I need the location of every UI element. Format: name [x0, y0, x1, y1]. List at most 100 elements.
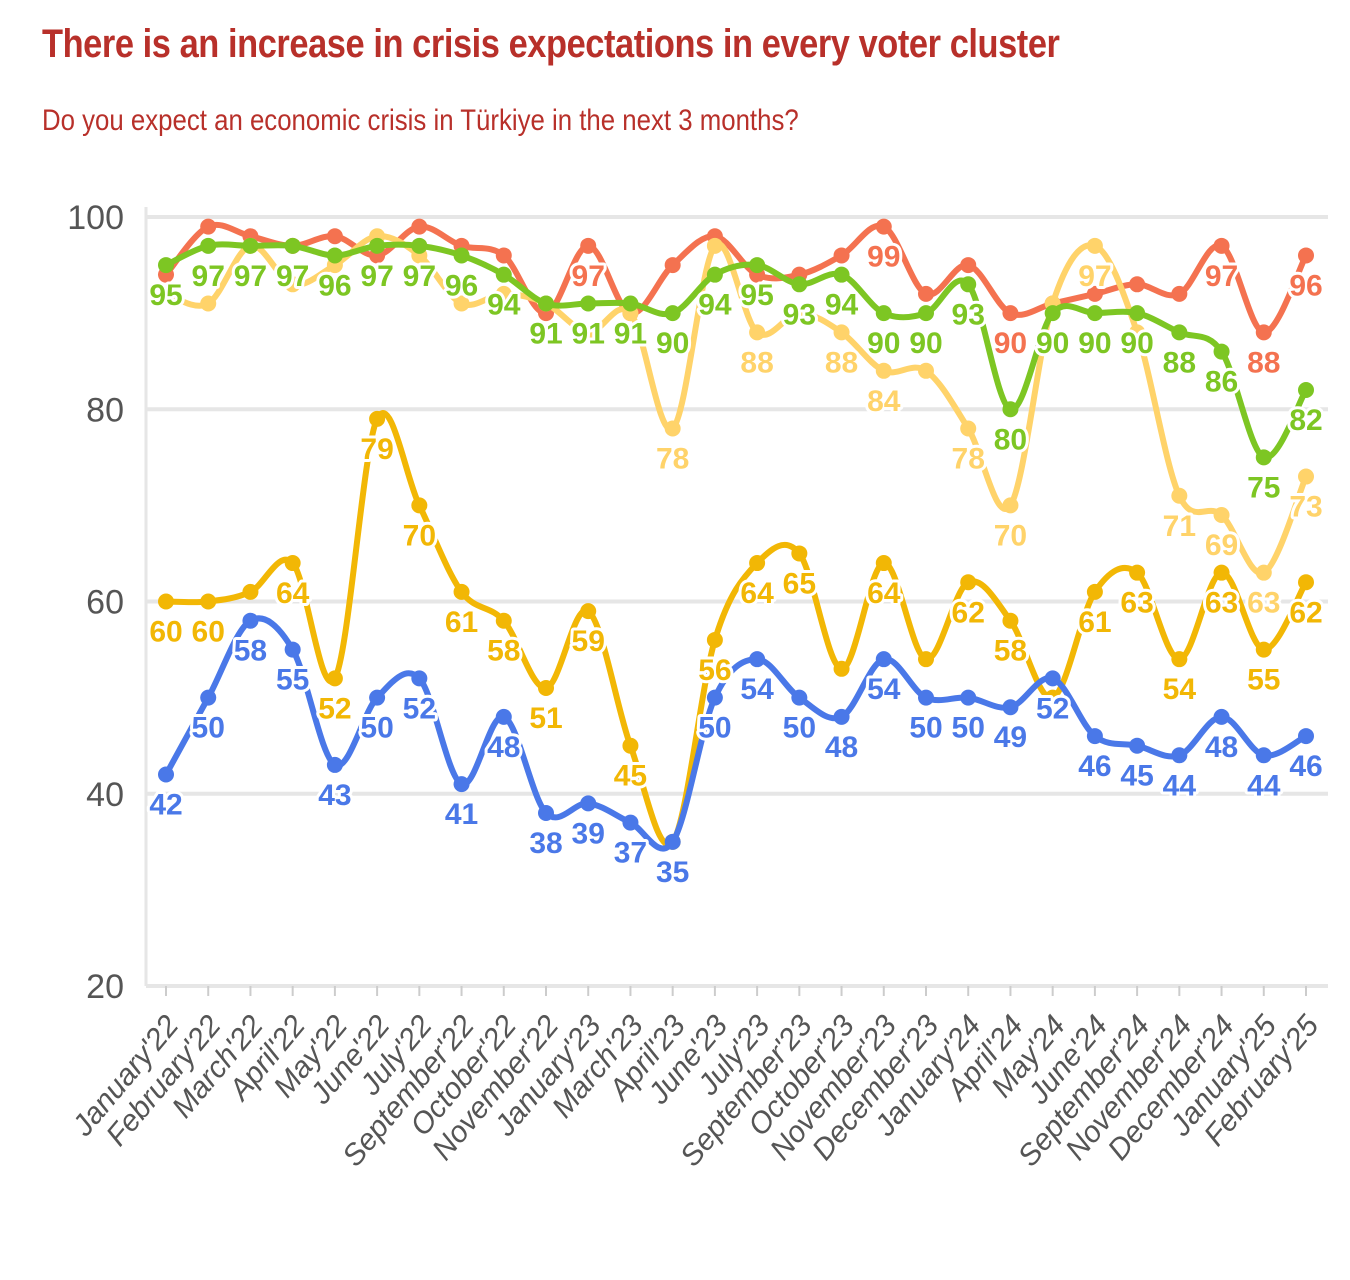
data-label: 70 — [403, 519, 436, 552]
data-point — [200, 295, 217, 312]
data-label: 44 — [1247, 769, 1281, 802]
data-point — [1129, 564, 1146, 581]
data-point — [1255, 324, 1272, 341]
data-point — [918, 362, 934, 379]
data-point — [580, 603, 597, 620]
data-point — [1298, 728, 1314, 745]
data-point — [200, 593, 217, 610]
data-label: 90 — [1120, 327, 1153, 360]
data-label: 50 — [192, 712, 225, 745]
data-point — [791, 545, 808, 562]
data-label: 91 — [529, 318, 562, 351]
data-label: 97 — [276, 260, 309, 293]
data-label: 88 — [740, 346, 773, 379]
data-label: 58 — [994, 635, 1027, 668]
data-point — [580, 295, 597, 312]
y-tick-label: 80 — [86, 391, 124, 429]
data-label: 55 — [1247, 664, 1280, 697]
data-point — [1213, 506, 1230, 523]
data-point — [1255, 641, 1272, 658]
data-point — [875, 218, 892, 235]
data-label: 94 — [698, 289, 732, 322]
data-point — [495, 285, 512, 302]
data-point — [1171, 651, 1188, 668]
data-point — [1086, 728, 1103, 745]
data-point — [326, 756, 343, 773]
data-point — [284, 276, 301, 293]
data-point — [664, 257, 681, 274]
data-label: 52 — [1036, 692, 1069, 725]
data-point — [284, 237, 301, 254]
data-point — [918, 305, 934, 322]
data-point — [495, 612, 512, 629]
data-point — [1044, 689, 1061, 706]
data-point — [158, 593, 174, 610]
data-point — [664, 305, 681, 322]
data-label: 39 — [572, 817, 605, 850]
data-point — [411, 218, 428, 235]
chart-title: There is an increase in crisis expectati… — [42, 22, 1060, 66]
data-point — [791, 689, 808, 706]
data-point — [1002, 401, 1019, 418]
data-point — [706, 689, 723, 706]
data-label: 71 — [1163, 510, 1196, 543]
data-point — [453, 776, 470, 793]
y-tick-label: 40 — [86, 776, 124, 814]
data-point — [242, 583, 259, 600]
data-label: 48 — [825, 731, 858, 764]
data-point — [833, 660, 850, 677]
data-point — [706, 631, 723, 648]
data-label: 48 — [1205, 731, 1238, 764]
data-point — [1086, 583, 1103, 600]
data-point — [580, 237, 597, 254]
data-point — [1086, 285, 1103, 302]
y-tick-label: 100 — [67, 199, 124, 237]
data-label: 78 — [952, 442, 985, 475]
data-point — [706, 266, 723, 283]
data-point — [495, 708, 512, 725]
data-label: 79 — [360, 433, 393, 466]
data-label: 61 — [445, 606, 478, 639]
data-label: 51 — [529, 702, 562, 735]
data-point — [369, 237, 386, 254]
data-point — [1002, 699, 1019, 716]
data-label: 70 — [994, 519, 1027, 552]
data-point — [875, 555, 892, 572]
data-label: 54 — [740, 673, 774, 706]
data-label: 64 — [740, 577, 774, 610]
data-label: 97 — [1078, 260, 1111, 293]
data-label: 60 — [192, 616, 225, 649]
data-label: 88 — [825, 346, 858, 379]
data-point — [284, 555, 301, 572]
data-point — [791, 305, 808, 322]
data-point — [200, 689, 217, 706]
data-point — [242, 612, 259, 629]
data-label: 97 — [192, 260, 225, 293]
data-point — [158, 285, 174, 302]
data-point — [1002, 305, 1019, 322]
data-point — [918, 651, 934, 668]
data-point — [1044, 305, 1061, 322]
data-label: 99 — [867, 241, 900, 274]
data-label: 45 — [614, 760, 647, 793]
data-point — [200, 237, 217, 254]
data-label: 62 — [1289, 596, 1322, 629]
data-label: 95 — [740, 279, 773, 312]
data-label: 94 — [825, 289, 859, 322]
data-point — [1298, 382, 1314, 399]
y-tick-label: 20 — [86, 968, 124, 1006]
data-point — [749, 651, 766, 668]
data-label: 88 — [1247, 346, 1280, 379]
data-point — [749, 324, 766, 341]
data-point — [1213, 343, 1230, 360]
data-label: 90 — [994, 327, 1027, 360]
data-point — [960, 689, 977, 706]
data-label: 46 — [1078, 750, 1111, 783]
data-point — [538, 295, 554, 312]
data-label: 42 — [149, 789, 182, 822]
data-point — [1255, 449, 1272, 466]
data-point — [833, 247, 850, 264]
data-label: 93 — [783, 298, 816, 331]
data-label: 90 — [867, 327, 900, 360]
data-label: 43 — [318, 779, 351, 812]
